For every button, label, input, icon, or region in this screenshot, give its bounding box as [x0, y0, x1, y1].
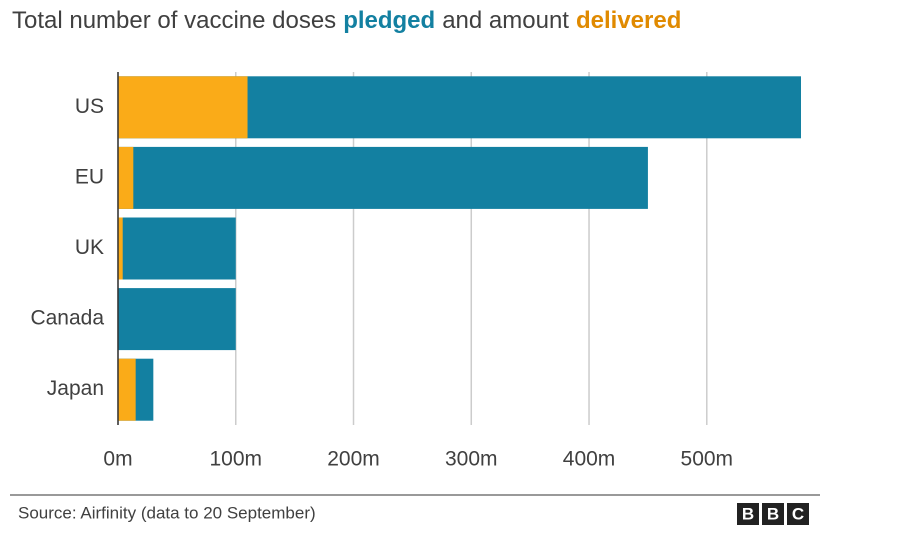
- logo-box: [787, 503, 809, 525]
- x-tick-label: 300m: [445, 448, 498, 471]
- y-tick-label: US: [75, 95, 104, 118]
- bbc-logo: B B C: [737, 503, 809, 525]
- y-tick-label: UK: [75, 236, 104, 259]
- title-part: and amount: [442, 7, 569, 34]
- y-tick-label: Japan: [47, 377, 104, 400]
- logo-box: [737, 503, 759, 525]
- x-tick-label: 0m: [103, 448, 132, 471]
- x-tick-label: 100m: [209, 448, 262, 471]
- bar: [118, 217, 123, 280]
- bar: [118, 358, 136, 421]
- plot: 0m 100m 200m 300m 400m 500m US EU UK Canada Japan: [30, 72, 801, 471]
- bar: [118, 146, 134, 209]
- logo-letter: B: [767, 504, 779, 523]
- x-tick-label: 500m: [681, 448, 734, 471]
- x-tick-label: 400m: [563, 448, 616, 471]
- logo-box: [762, 503, 784, 525]
- x-tick-label: 200m: [327, 448, 380, 471]
- bar: [118, 217, 236, 280]
- bar: [118, 288, 236, 351]
- logo-letter: C: [792, 504, 804, 523]
- bar: [118, 146, 648, 209]
- title-delivered: delivered: [576, 7, 681, 34]
- chart-title: Total number of vaccine doses pledged and …: [12, 7, 681, 34]
- source: Source: Airfinity (data to 20 September): [18, 503, 316, 522]
- y-tick-label: EU: [75, 165, 104, 188]
- y-tick-label: Canada: [30, 307, 104, 330]
- bar: [118, 76, 248, 139]
- title-part: Total number of vaccine doses: [12, 7, 336, 34]
- logo-letter: B: [742, 504, 754, 523]
- title-pledged: pledged: [343, 7, 435, 34]
